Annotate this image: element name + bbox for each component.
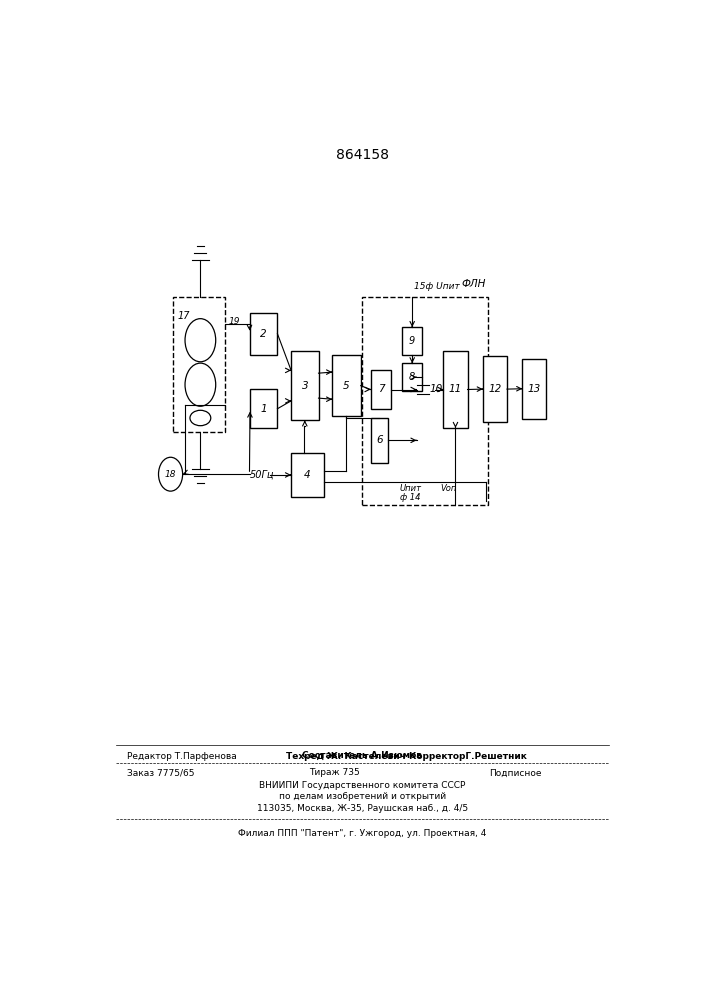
Text: Заказ 7775/65: Заказ 7775/65: [127, 768, 194, 777]
Bar: [363, 297, 489, 505]
Text: Редактор Т.Парфенова: Редактор Т.Парфенова: [127, 752, 236, 761]
Text: 10: 10: [429, 384, 443, 394]
Bar: [291, 351, 319, 420]
Text: Vоп: Vоп: [440, 484, 457, 493]
Text: Uпит: Uпит: [399, 484, 421, 493]
Text: 17: 17: [177, 311, 190, 321]
Bar: [332, 355, 361, 416]
Bar: [250, 312, 277, 355]
Text: ФЛН: ФЛН: [461, 279, 486, 289]
Text: по делам изобретений и открытий: по делам изобретений и открытий: [279, 792, 446, 801]
Text: 18: 18: [165, 470, 176, 479]
Bar: [173, 297, 226, 432]
Bar: [402, 363, 422, 391]
Text: ВНИИПИ Государственного комитета СССР: ВНИИПИ Государственного комитета СССР: [259, 781, 465, 790]
Text: Составитель А.Изюмов: Составитель А.Изюмов: [303, 751, 422, 760]
Text: 12: 12: [489, 384, 501, 394]
Text: 864158: 864158: [336, 148, 389, 162]
Text: 5: 5: [343, 381, 350, 391]
Text: 9: 9: [409, 336, 415, 346]
Text: 3: 3: [301, 381, 308, 391]
Text: Филиал ППП "Патент", г. Ужгород, ул. Проектная, 4: Филиал ППП "Патент", г. Ужгород, ул. Про…: [238, 829, 486, 838]
Text: Подписное: Подписное: [489, 768, 542, 777]
Text: 13: 13: [527, 384, 541, 394]
Text: 2: 2: [260, 329, 267, 339]
Bar: [370, 418, 388, 463]
Circle shape: [185, 363, 216, 406]
Text: ф 14: ф 14: [399, 493, 420, 502]
Text: 7: 7: [378, 384, 385, 394]
Circle shape: [158, 457, 182, 491]
Bar: [522, 359, 547, 419]
Text: 8: 8: [409, 372, 415, 382]
Text: 4: 4: [304, 470, 311, 480]
Ellipse shape: [190, 410, 211, 426]
Text: 6: 6: [376, 435, 382, 445]
Bar: [370, 370, 392, 409]
Text: 113035, Москва, Ж-35, Раушская наб., д. 4/5: 113035, Москва, Ж-35, Раушская наб., д. …: [257, 804, 468, 813]
Text: 11: 11: [449, 384, 462, 394]
Text: 50Гц: 50Гц: [250, 470, 274, 480]
Text: 1: 1: [260, 404, 267, 414]
Text: Техред Ж. Кастелевич КорректорГ.Решетник: Техред Ж. Кастелевич КорректорГ.Решетник: [286, 752, 527, 761]
Circle shape: [185, 319, 216, 362]
Bar: [483, 356, 507, 422]
Text: Тираж 735: Тираж 735: [310, 768, 361, 777]
Bar: [250, 389, 277, 428]
Bar: [402, 327, 422, 355]
Bar: [443, 351, 467, 428]
Text: 15ф Uпит: 15ф Uпит: [414, 282, 460, 291]
Text: 19: 19: [228, 317, 240, 326]
Bar: [291, 453, 324, 497]
